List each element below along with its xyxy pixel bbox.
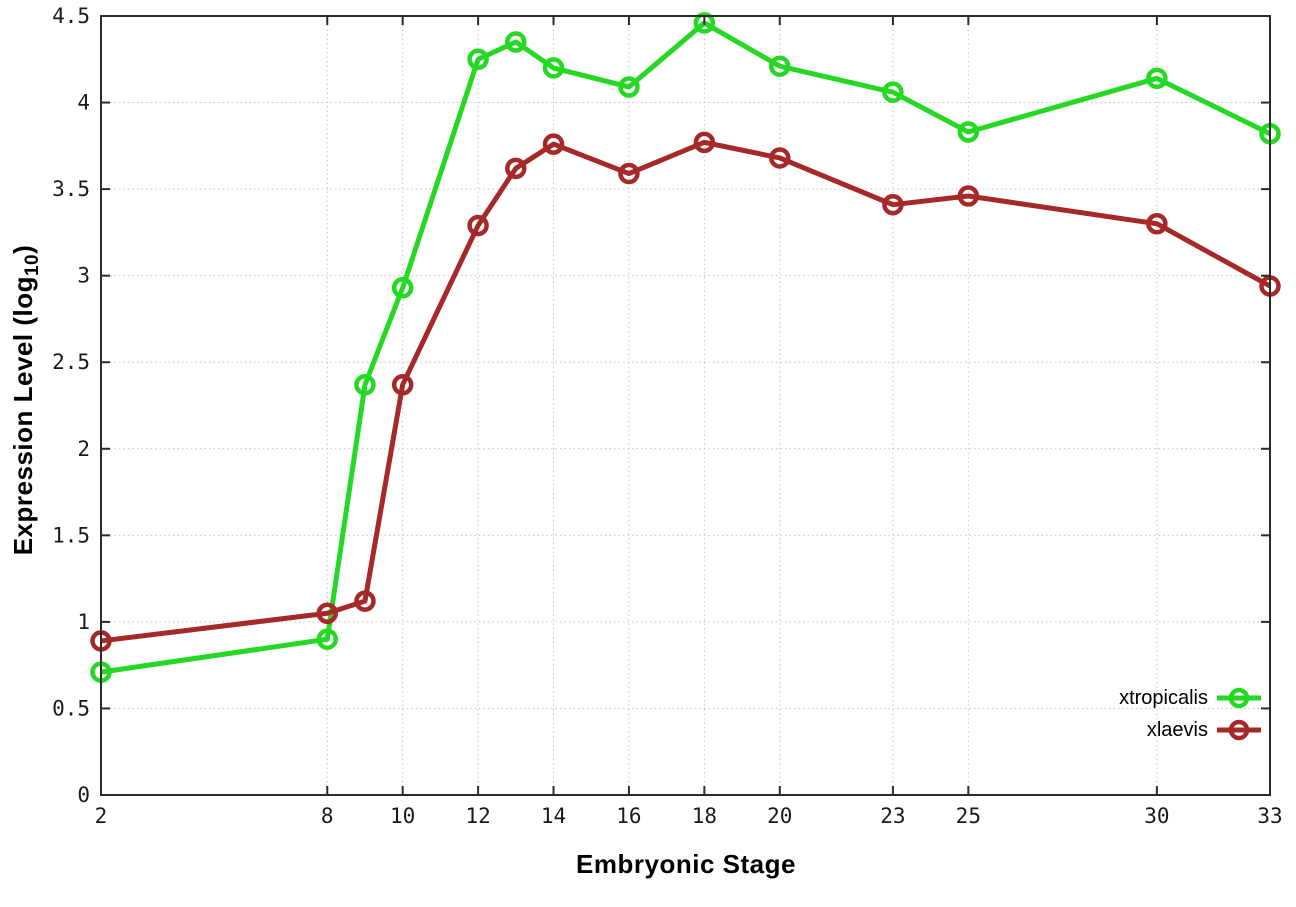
series-xtropicalis	[90, 12, 1281, 683]
legend-label-xlaevis: xlaevis	[1146, 718, 1208, 741]
x-axis-title: Embryonic Stage	[576, 849, 796, 879]
legend-label-xtropicalis: xtropicalis	[1119, 686, 1208, 709]
x-tick-label: 12	[465, 804, 490, 828]
series-line-xlaevis	[100, 139, 1272, 644]
y-axis-title: Expression Level (log10)	[8, 245, 44, 556]
data-point-xtropicalis	[882, 81, 904, 103]
legend-item-xtropicalis: xtropicalis	[1119, 684, 1262, 712]
y-tick-label: 3.5	[52, 177, 90, 201]
data-point-xtropicalis	[1146, 67, 1168, 90]
data-point-xtropicalis	[391, 277, 414, 299]
data-point-xtropicalis	[316, 628, 339, 650]
data-point-xlaevis	[505, 157, 527, 180]
x-tick-label: 23	[880, 804, 905, 828]
y-axis-title-close: )	[8, 244, 38, 254]
y-tick-label: 1	[77, 610, 90, 634]
data-point-xlaevis	[354, 590, 376, 612]
y-tick-label: 4.5	[52, 4, 90, 28]
y-tick-label: 1.5	[52, 523, 90, 547]
y-axis-title-text: Expression Level (log	[8, 276, 38, 556]
y-tick-label: 0.5	[52, 696, 90, 720]
data-point-xlaevis	[542, 133, 565, 155]
x-tick-label: 14	[541, 804, 566, 828]
x-tick-label: 20	[767, 804, 792, 828]
y-axis-title-subscript: 10	[22, 253, 43, 277]
x-tick-label: 33	[1257, 804, 1282, 828]
x-tick-label: 8	[321, 804, 334, 828]
x-tick-label: 25	[956, 804, 981, 828]
data-point-xtropicalis	[769, 55, 791, 77]
x-tick-label: 30	[1144, 804, 1169, 828]
y-tick-label: 4	[77, 91, 90, 115]
data-point-xlaevis	[882, 193, 904, 216]
x-tick-label: 2	[95, 804, 108, 828]
data-point-xlaevis	[618, 162, 640, 185]
data-point-xtropicalis	[957, 121, 980, 143]
data-point-xtropicalis	[542, 57, 565, 79]
data-point-xtropicalis	[467, 48, 489, 71]
y-tick-label: 2	[77, 437, 90, 461]
y-tick-label: 2.5	[52, 350, 90, 374]
plot-border	[100, 15, 1271, 796]
x-tick-label: 18	[692, 804, 717, 828]
series-line-xtropicalis	[100, 20, 1272, 675]
legend-item-xlaevis: xlaevis	[1147, 716, 1262, 744]
data-point-xtropicalis	[618, 76, 640, 98]
y-tick-label: 0	[77, 783, 90, 807]
y-tick-label: 3	[77, 264, 90, 288]
x-tick-label: 16	[616, 804, 641, 828]
data-point-xlaevis	[693, 131, 716, 154]
legend: xtropicalis xlaevis	[1119, 684, 1262, 744]
x-tick-label: 10	[390, 804, 415, 828]
data-point-xlaevis	[467, 214, 489, 237]
data-point-xtropicalis	[354, 373, 376, 396]
legend-marker-icon	[1217, 687, 1261, 709]
data-point-xtropicalis	[505, 31, 527, 53]
data-point-xlaevis	[316, 602, 339, 624]
series-xlaevis	[90, 131, 1281, 652]
data-point-xlaevis	[391, 373, 414, 396]
data-point-xtropicalis	[693, 12, 716, 34]
legend-marker-icon	[1217, 719, 1261, 741]
data-point-xlaevis	[1146, 212, 1168, 235]
data-point-xlaevis	[769, 147, 791, 169]
data-point-xlaevis	[957, 185, 980, 207]
